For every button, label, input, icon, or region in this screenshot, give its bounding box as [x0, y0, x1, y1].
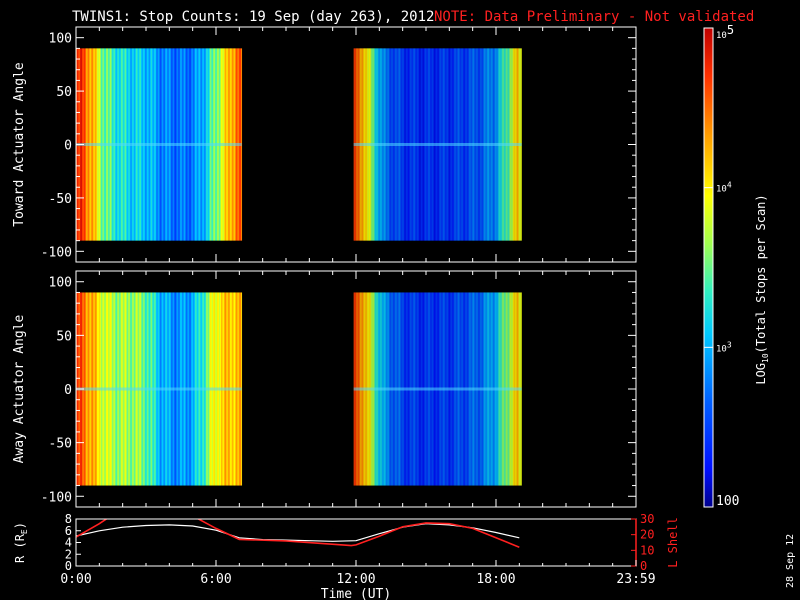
right-y-tick-label: 20: [640, 528, 654, 542]
heatmap-block: [353, 292, 522, 486]
y-tick-label: 100: [49, 276, 72, 291]
left-axis-label-end: ): [13, 522, 27, 529]
colorbar-tick-label: 103: [716, 340, 732, 354]
colorbar-tick-label: 100: [716, 494, 739, 509]
heatmap-block: [76, 292, 243, 486]
colorbar-gradient: [704, 28, 713, 507]
right-y-tick-label: 10: [640, 543, 654, 557]
x-tick-label: 6:00: [200, 572, 231, 587]
x-axis-label: Time (UT): [321, 587, 391, 600]
y-tick-label: -100: [41, 490, 72, 505]
heatmap-block: [76, 48, 243, 241]
y-axis-label: Toward Actuator Angle: [12, 62, 27, 227]
colorbar-label: LOG10(Total Stops per Scan): [754, 194, 770, 384]
zero-angle-band: [353, 143, 522, 146]
left-axis-label: R (RE): [13, 522, 29, 563]
y-tick-label: -100: [41, 245, 72, 260]
x-tick-label: 12:00: [336, 572, 375, 587]
y-tick-label: -50: [49, 437, 72, 452]
date-stamp: 28 Sep 12: [785, 534, 796, 588]
heatmap-block: [353, 48, 522, 241]
x-tick-label: 0:00: [60, 572, 91, 587]
figure-title: TWINS1: Stop Counts: 19 Sep (day 263), 2…: [72, 9, 434, 25]
colorbar-tick-label: 104: [716, 181, 732, 195]
y-tick-label: 50: [56, 329, 72, 344]
left-y-tick-label: 4: [65, 536, 72, 550]
zero-angle-band: [76, 143, 242, 146]
right-y-tick-label: 30: [640, 512, 654, 526]
left-y-tick-label: 6: [65, 524, 72, 538]
preliminary-note: NOTE: Data Preliminary - Not validated: [434, 9, 754, 25]
left-axis-label-sub: E: [20, 529, 29, 534]
l-shell-series-line: [76, 519, 520, 548]
y-tick-label: 50: [56, 85, 72, 100]
left-y-tick-label: 0: [65, 559, 72, 573]
radius-series-line: [76, 523, 520, 542]
left-axis-label-main: R (R: [13, 533, 27, 563]
right-y-tick-label: 0: [640, 559, 647, 573]
left-y-tick-label: 8: [65, 512, 72, 526]
x-tick-label: 23:59: [616, 572, 655, 587]
y-tick-label: 100: [49, 32, 72, 47]
toward-angle-panel: 100 50 0 -50 -100 Toward Actuator Angle: [12, 26, 637, 263]
zero-angle-band: [76, 387, 242, 391]
away-angle-panel: 100 50 0 -50 -100 Away Actuator Angle: [12, 270, 637, 508]
colorbar-tick-label: 105: [716, 23, 734, 41]
colorbar: 105 104 103 100 LOG10(Total Stops per Scan): [703, 23, 770, 509]
right-axis-label: L Shell: [666, 517, 680, 568]
orbit-background: [76, 519, 636, 566]
left-y-tick-label: 2: [65, 547, 72, 561]
zero-angle-band: [353, 387, 522, 391]
x-tick-label: 18:00: [476, 572, 515, 587]
y-tick-label: 0: [64, 383, 72, 398]
y-tick-label: 0: [64, 139, 72, 154]
y-axis-label: Away Actuator Angle: [12, 314, 27, 463]
y-tick-label: -50: [49, 192, 72, 207]
